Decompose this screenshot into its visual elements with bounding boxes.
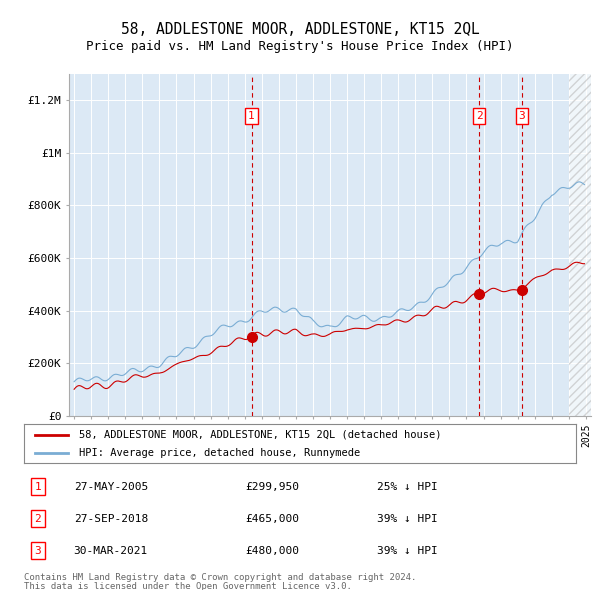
Text: HPI: Average price, detached house, Runnymede: HPI: Average price, detached house, Runn…	[79, 448, 361, 458]
Text: 39% ↓ HPI: 39% ↓ HPI	[377, 546, 438, 556]
Text: Contains HM Land Registry data © Crown copyright and database right 2024.: Contains HM Land Registry data © Crown c…	[24, 573, 416, 582]
Text: 27-SEP-2018: 27-SEP-2018	[74, 514, 148, 524]
Bar	[569, 74, 591, 416]
Text: £299,950: £299,950	[245, 481, 299, 491]
Text: 39% ↓ HPI: 39% ↓ HPI	[377, 514, 438, 524]
Text: 25% ↓ HPI: 25% ↓ HPI	[377, 481, 438, 491]
Text: 1: 1	[34, 481, 41, 491]
Text: 58, ADDLESTONE MOOR, ADDLESTONE, KT15 2QL (detached house): 58, ADDLESTONE MOOR, ADDLESTONE, KT15 2Q…	[79, 430, 442, 440]
Text: 2: 2	[34, 514, 41, 524]
Text: 27-MAY-2005: 27-MAY-2005	[74, 481, 148, 491]
Text: £465,000: £465,000	[245, 514, 299, 524]
Text: £480,000: £480,000	[245, 546, 299, 556]
Text: This data is licensed under the Open Government Licence v3.0.: This data is licensed under the Open Gov…	[24, 582, 352, 590]
Text: Price paid vs. HM Land Registry's House Price Index (HPI): Price paid vs. HM Land Registry's House …	[86, 40, 514, 53]
Text: 3: 3	[34, 546, 41, 556]
Text: 30-MAR-2021: 30-MAR-2021	[74, 546, 148, 556]
Text: 58, ADDLESTONE MOOR, ADDLESTONE, KT15 2QL: 58, ADDLESTONE MOOR, ADDLESTONE, KT15 2Q…	[121, 22, 479, 37]
Text: 2: 2	[476, 111, 482, 121]
Text: 3: 3	[518, 111, 525, 121]
Text: 1: 1	[248, 111, 255, 121]
